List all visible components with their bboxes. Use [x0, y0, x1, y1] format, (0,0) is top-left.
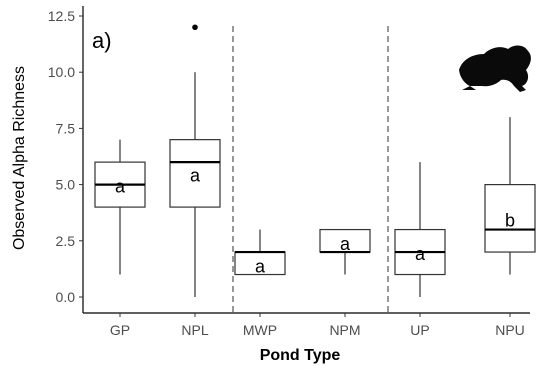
x-tick-label: GP	[110, 322, 130, 338]
box-npm: a	[319, 228, 371, 275]
significance-letter: a	[415, 244, 426, 264]
significance-letter: b	[505, 210, 515, 230]
significance-letter: a	[115, 177, 126, 197]
x-tick-label: MWP	[243, 322, 277, 338]
y-tick-label: 10.0	[48, 64, 75, 80]
x-tick-label: NPL	[181, 322, 208, 338]
x-axis-title: Pond Type	[260, 347, 341, 364]
y-tick-label: 2.5	[56, 233, 76, 249]
y-tick-label: 7.5	[56, 120, 76, 136]
box-up: a	[394, 162, 446, 297]
outlier-point	[192, 24, 198, 31]
y-axis-title: Observed Alpha Richness	[11, 66, 28, 250]
panel-label: a)	[92, 28, 112, 53]
iqr-box	[484, 184, 536, 253]
y-tick-label: 12.5	[48, 8, 75, 24]
x-tick-label: NPU	[495, 322, 525, 338]
box-npu: b	[484, 117, 536, 275]
frog-silhouette-icon	[459, 45, 531, 92]
x-tick-label: NPM	[329, 322, 360, 338]
y-tick-label: 5.0	[56, 177, 76, 193]
box-npl: a	[169, 24, 221, 297]
box-mwp: a	[234, 229, 286, 277]
tick-labels: 0.0 2.5 5.0 7.5 10.0 12.5 GP NPL MWP NPM UP NPU	[48, 8, 525, 338]
y-tick-label: 0.0	[56, 289, 76, 305]
boxes: a a a a a b	[94, 24, 536, 297]
iqr-box	[169, 139, 221, 208]
x-tick-label: UP	[410, 322, 429, 338]
significance-letter: a	[340, 234, 351, 254]
axes	[79, 6, 530, 317]
significance-letter: a	[255, 257, 266, 277]
box-gp: a	[94, 139, 146, 275]
group-separators	[232, 26, 389, 313]
significance-letter: a	[190, 165, 201, 185]
